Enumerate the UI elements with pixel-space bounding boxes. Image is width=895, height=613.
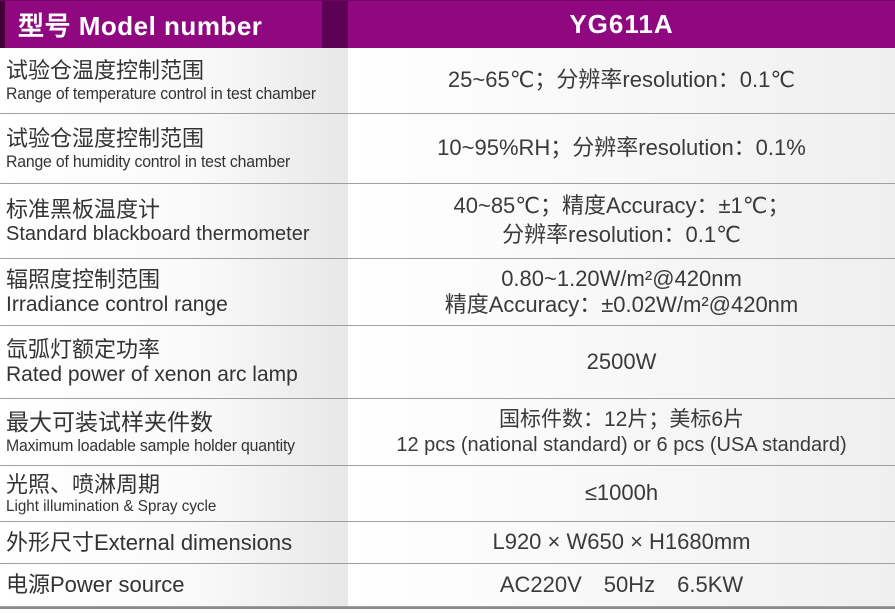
value-line: 25~65℃；分辨率resolution：0.1℃ bbox=[447, 67, 796, 93]
label-en: Range of humidity control in test chambe… bbox=[6, 151, 291, 171]
label-zh: 氙弧灯额定功率 bbox=[6, 337, 161, 363]
row-label-power-source: 电源Power source bbox=[0, 564, 348, 606]
row-label-temperature-range: 试验仓温度控制范围 Range of temperature control i… bbox=[0, 48, 348, 113]
table-bottom-border bbox=[0, 607, 895, 609]
row-label-blackboard-thermometer: 标准黑板温度计 Standard blackboard thermometer bbox=[0, 184, 348, 258]
row-label-external-dimensions: 外形尺寸External dimensions bbox=[0, 522, 348, 563]
row-label-light-spray-cycle: 光照、喷淋周期 Light illumination & Spray cycle bbox=[0, 466, 348, 521]
label-en: Range of temperature control in test cha… bbox=[6, 83, 316, 103]
label-zh: 最大可装试样夹件数 bbox=[6, 408, 213, 435]
row-value-max-sample-holders: 国标件数：12片；美标6片 12 pcs (national standard)… bbox=[348, 399, 895, 465]
label-en: Irradiance control range bbox=[6, 293, 228, 317]
header-cell-model-label: 型号 Model number bbox=[0, 1, 322, 48]
value-line: 10~95%RH；分辨率resolution：0.1% bbox=[437, 135, 806, 161]
table-header-row: 型号 Model number YG611A bbox=[0, 0, 895, 48]
label-en: Standard blackboard thermometer bbox=[6, 222, 310, 245]
row-value-temperature-range: 25~65℃；分辨率resolution：0.1℃ bbox=[348, 48, 895, 113]
label-en: Maximum loadable sample holder quantity bbox=[6, 436, 295, 456]
row-label-humidity-range: 试验仓湿度控制范围 Range of humidity control in t… bbox=[0, 114, 348, 183]
value-line: 0.80~1.20W/m²@420nm bbox=[501, 265, 742, 291]
table-row: 最大可装试样夹件数 Maximum loadable sample holder… bbox=[0, 399, 895, 466]
label-zh: 光照、喷淋周期 bbox=[6, 471, 161, 497]
header-left-edge-accent bbox=[0, 1, 5, 48]
value-line: 精度Accuracy：±0.02W/m²@420nm bbox=[444, 292, 799, 317]
row-value-power-source: AC220V 50Hz 6.5KW bbox=[348, 564, 895, 606]
header-column-divider bbox=[322, 1, 348, 48]
table-row: 试验仓湿度控制范围 Range of humidity control in t… bbox=[0, 114, 895, 184]
label-zh: 外形尺寸External dimensions bbox=[6, 529, 293, 555]
row-value-light-spray-cycle: ≤1000h bbox=[348, 466, 895, 521]
row-label-irradiance-range: 辐照度控制范围 Irradiance control range bbox=[0, 259, 348, 325]
model-number-label: 型号 Model number bbox=[18, 11, 263, 41]
value-line: 12 pcs (national standard) or 6 pcs (USA… bbox=[396, 433, 847, 456]
row-value-xenon-lamp-power: 2500W bbox=[348, 326, 895, 398]
table-row: 试验仓温度控制范围 Range of temperature control i… bbox=[0, 48, 895, 114]
table-row: 氙弧灯额定功率 Rated power of xenon arc lamp 25… bbox=[0, 326, 895, 399]
label-zh: 标准黑板温度计 bbox=[6, 196, 161, 222]
table-row: 辐照度控制范围 Irradiance control range 0.80~1.… bbox=[0, 259, 895, 326]
value-line: 2500W bbox=[586, 348, 657, 374]
value-line: 国标件数：12片；美标6片 bbox=[498, 408, 745, 432]
row-value-irradiance-range: 0.80~1.20W/m²@420nm 精度Accuracy：±0.02W/m²… bbox=[348, 259, 895, 325]
label-zh: 试验仓湿度控制范围 bbox=[6, 126, 205, 151]
row-value-external-dimensions: L920 × W650 × H1680mm bbox=[348, 522, 895, 563]
table-row: 电源Power source AC220V 50Hz 6.5KW bbox=[0, 564, 895, 607]
value-line: 分辨率resolution：0.1℃ bbox=[502, 222, 741, 247]
table-row: 光照、喷淋周期 Light illumination & Spray cycle… bbox=[0, 466, 895, 522]
value-line: AC220V 50Hz 6.5KW bbox=[499, 571, 744, 597]
value-line: ≤1000h bbox=[584, 480, 659, 506]
row-value-humidity-range: 10~95%RH；分辨率resolution：0.1% bbox=[348, 114, 895, 183]
value-line: 40~85℃；精度Accuracy：±1℃； bbox=[453, 193, 790, 219]
value-line: L920 × W650 × H1680mm bbox=[492, 529, 751, 555]
label-zh: 电源Power source bbox=[6, 572, 185, 598]
label-zh: 辐照度控制范围 bbox=[6, 267, 161, 293]
table-row: 外形尺寸External dimensions L920 × W650 × H1… bbox=[0, 522, 895, 564]
label-en: Rated power of xenon arc lamp bbox=[6, 363, 298, 387]
label-zh: 试验仓温度控制范围 bbox=[6, 58, 205, 83]
table-row: 标准黑板温度计 Standard blackboard thermometer … bbox=[0, 184, 895, 259]
model-number-value: YG611A bbox=[569, 9, 674, 39]
label-en: Light illumination & Spray cycle bbox=[6, 497, 217, 515]
row-label-xenon-lamp-power: 氙弧灯额定功率 Rated power of xenon arc lamp bbox=[0, 326, 348, 398]
row-label-max-sample-holders: 最大可装试样夹件数 Maximum loadable sample holder… bbox=[0, 399, 348, 465]
row-value-blackboard-thermometer: 40~85℃；精度Accuracy：±1℃； 分辨率resolution：0.1… bbox=[348, 184, 895, 258]
